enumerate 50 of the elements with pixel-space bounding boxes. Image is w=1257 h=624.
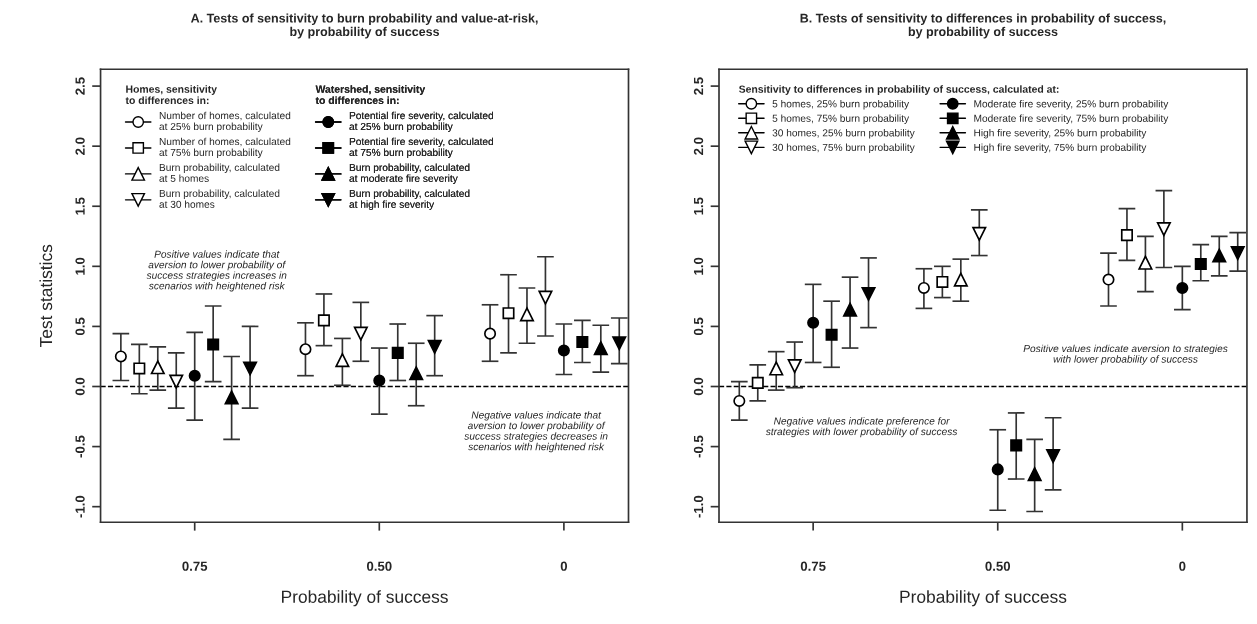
y-tick-label: 0.5 <box>693 317 704 336</box>
chart-title: A. Tests of sensitivity to burn probability and value-at-risk, by probability of success <box>190 13 538 39</box>
y-tick-label: 1.5 <box>693 197 704 215</box>
y-axis-title: Test statistics <box>39 244 53 347</box>
legend-label: Number of homes, calculated at 75% burn probability <box>159 137 291 159</box>
annotation: Positive values indicate that aversion to lower probability of success strategies increases in scenarios with heightened risk <box>146 250 287 292</box>
legend-label: Potential fire severity, calculated at 75% burn probability <box>349 137 494 159</box>
y-tick-label: 2.0 <box>75 137 85 155</box>
y-tick-label: 2.5 <box>75 77 85 95</box>
y-tick-label: 1.0 <box>75 257 85 275</box>
y-tick-label: 0.0 <box>75 377 85 396</box>
text: Watershed, sensitivity to differences in: <box>315 85 426 105</box>
y-tick-label: 0.5 <box>75 317 85 336</box>
annotation: Negative values indicate preference for strategies with lower probability of success <box>765 417 958 438</box>
legend-label: Burn probability, calculated at high fire severity <box>349 189 470 210</box>
annotation: Positive values indicate aversion to strategies with lower probability of success <box>1023 344 1228 365</box>
y-tick-label: 2.5 <box>693 77 704 95</box>
legend-label: 5 homes, 25% burn probability <box>772 99 910 110</box>
legend-label: Burn probability, calculated at moderate fire severity <box>349 163 470 184</box>
legend-label: Number of homes, calculated at 25% burn probability <box>159 111 291 133</box>
y-tick-label: 0.0 <box>693 377 704 396</box>
legend-label: 30 homes, 75% burn probability <box>772 143 915 153</box>
y-tick-label: -0.5 <box>75 435 85 458</box>
y-tick-label: -1.0 <box>693 495 704 518</box>
x-tick-label: 0.75 <box>800 561 826 571</box>
legend-label: Burn probability, calculated at 30 homes <box>159 189 280 208</box>
chart-title: B. Tests of sensitivity to differences in probability of success, by probability of success <box>800 13 1166 39</box>
x-tick-label: 0.75 <box>182 561 208 571</box>
text: Homes, sensitivity to differences in: <box>125 85 217 105</box>
legend-title: Sensitivity to differences in probability of success, calculated at: <box>738 85 1059 95</box>
x-tick-label: 0 <box>560 561 568 571</box>
y-tick-label: 2.0 <box>693 137 704 155</box>
y-tick-label: -1.0 <box>75 495 85 518</box>
legend-label: 5 homes, 75% burn probability <box>772 114 910 124</box>
legend-label: High fire severity, 75% burn probability <box>974 143 1147 153</box>
x-axis-title: Probability of success <box>282 590 448 607</box>
legend-label: Burn probability, calculated at 5 homes <box>159 163 280 182</box>
annotation: Negative values indicate that aversion to lower probability of success strategies decreases in scenarios with heightened risk <box>464 411 608 453</box>
x-tick-label: 0.50 <box>366 561 392 571</box>
y-tick-label: 1.0 <box>693 257 704 275</box>
x-tick-label: 0 <box>1179 561 1186 571</box>
legend-label: Moderate fire severity, 25% burn probability <box>974 99 1169 110</box>
legend-label: 30 homes, 25% burn probability <box>772 129 915 139</box>
legend-label: Moderate fire severity, 75% burn probability <box>974 114 1169 124</box>
legend-label: High fire severity, 25% burn probability <box>974 129 1147 139</box>
x-axis-title: Probability of success <box>900 590 1067 607</box>
y-tick-label: -0.5 <box>693 435 704 458</box>
y-tick-label: 1.5 <box>75 197 85 215</box>
legend-label: Potential fire severity, calculated at 25% burn probability <box>349 111 494 133</box>
x-tick-label: 0.50 <box>985 561 1011 571</box>
